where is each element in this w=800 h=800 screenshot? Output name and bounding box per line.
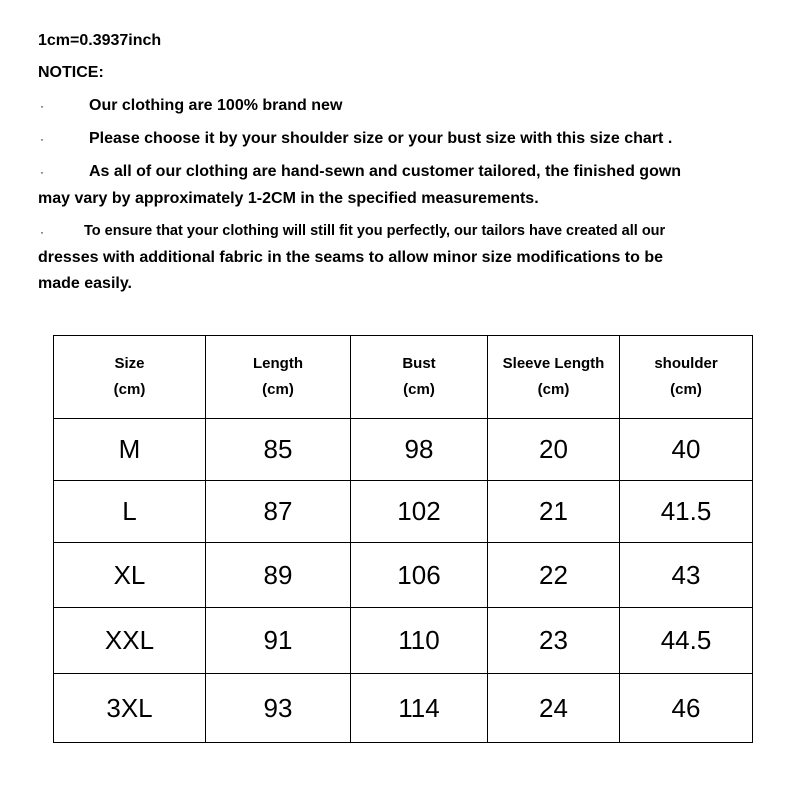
header-cell: Length (cm)	[205, 335, 351, 419]
note-3-cont: may vary by approximately 1-2CM in the s…	[38, 190, 539, 207]
cell: 21	[487, 480, 620, 543]
header-unit: (cm)	[670, 381, 702, 398]
cell: 106	[350, 542, 488, 608]
cell: M	[53, 418, 206, 481]
header-label: Bust	[402, 355, 436, 372]
cell: 110	[350, 607, 488, 674]
header-label: shoulder	[654, 355, 718, 372]
header-cell: Bust (cm)	[350, 335, 488, 419]
table-row: L 87 102 21 41.5	[53, 480, 753, 543]
cell: 85	[205, 418, 351, 481]
cell: 43	[619, 542, 753, 608]
cell: L	[53, 480, 206, 543]
cell: 93	[205, 673, 351, 743]
cell: 102	[350, 480, 488, 543]
note-4-cont: dresses with additional fabric in the se…	[38, 249, 664, 266]
cell: 44.5	[619, 607, 753, 674]
table-row: M 85 98 20 40	[53, 418, 753, 481]
header-cell: Size (cm)	[53, 335, 206, 419]
header-unit: (cm)	[537, 381, 570, 398]
cell: 114	[350, 673, 488, 743]
header-unit: (cm)	[113, 381, 146, 398]
cell: 40	[619, 418, 753, 481]
note-1: Our clothing are 100% brand new	[89, 97, 343, 114]
cell: XXL	[53, 607, 206, 674]
cell: 89	[205, 542, 351, 608]
header-cell: Sleeve Length (cm)	[487, 335, 620, 419]
table-row: XXL 91 110 23 44.5	[53, 607, 753, 674]
bullet: ·	[40, 225, 44, 239]
size-chart-table: Size (cm) Length (cm) Bust (cm) Sleeve Leng…	[53, 335, 753, 743]
bullet: ·	[40, 99, 44, 113]
note-2: Please choose it by your shoulder size o…	[89, 130, 673, 147]
table-row: 3XL 93 114 24 46	[53, 673, 753, 743]
header-label: Sleeve Length	[502, 355, 605, 372]
cell: 22	[487, 542, 620, 608]
conversion-note: 1cm=0.3937inch	[38, 32, 162, 49]
bullet: ·	[40, 132, 44, 146]
cell: 3XL	[53, 673, 206, 743]
cell: 98	[350, 418, 488, 481]
header-cell: shoulder (cm)	[619, 335, 753, 419]
header-label: Length	[253, 355, 303, 372]
cell: 23	[487, 607, 620, 674]
cell: XL	[53, 542, 206, 608]
cell: 46	[619, 673, 753, 743]
note-4: To ensure that your clothing will still …	[84, 223, 666, 239]
cell: 24	[487, 673, 620, 743]
header-unit: (cm)	[262, 381, 294, 398]
header-label: Size	[114, 355, 145, 372]
note-4-end: made easily.	[38, 275, 132, 292]
notice-title: NOTICE:	[38, 64, 104, 81]
header-unit: (cm)	[403, 381, 435, 398]
bullet: ·	[40, 165, 44, 179]
cell: 41.5	[619, 480, 753, 543]
note-3: As all of our clothing are hand-sewn and…	[89, 163, 682, 180]
cell: 20	[487, 418, 620, 481]
cell: 91	[205, 607, 351, 674]
table-row: XL 89 106 22 43	[53, 542, 753, 608]
cell: 87	[205, 480, 351, 543]
table-header-row: Size (cm) Length (cm) Bust (cm) Sleeve Leng…	[53, 335, 753, 419]
